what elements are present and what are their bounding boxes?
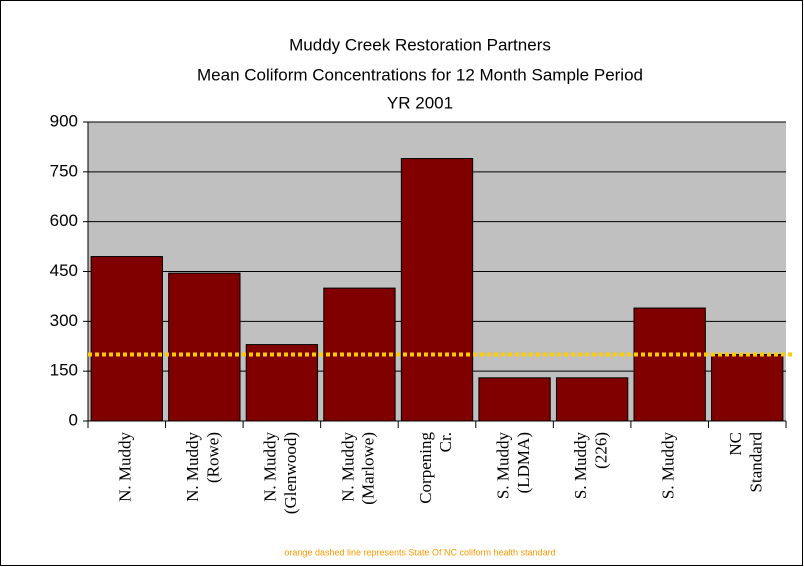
bar xyxy=(633,307,706,422)
bar xyxy=(478,377,551,422)
bar xyxy=(168,272,241,422)
x-tick-label: S. Muddy(LDMA) xyxy=(493,432,532,500)
footnote: orange dashed line represents State Of N… xyxy=(284,547,555,557)
chart-subtitle: YR 2001 xyxy=(387,93,453,112)
x-tick-label: N. Muddy(Rowe) xyxy=(183,432,222,502)
x-tick-label: N. Muddy(Glenwood) xyxy=(261,432,300,515)
y-tick-label: 150 xyxy=(50,361,78,380)
x-tick-label: S. Muddy(226) xyxy=(571,432,610,500)
bar xyxy=(400,158,474,422)
y-tick-label: 300 xyxy=(50,311,78,330)
bar xyxy=(711,354,784,422)
x-tick-label: S. Muddy xyxy=(659,432,678,500)
y-tick-label: 450 xyxy=(50,261,78,280)
x-tick-label: NCStandard xyxy=(726,432,765,493)
bar xyxy=(90,256,163,422)
bar xyxy=(245,344,319,422)
x-tick-label: CorpeningCr. xyxy=(416,432,455,504)
bar xyxy=(555,377,629,422)
y-tick-label: 900 xyxy=(50,111,78,130)
x-tick-label: N. Muddy xyxy=(116,432,135,502)
y-tick-label: 750 xyxy=(50,161,78,180)
y-tick-label: 600 xyxy=(50,211,78,230)
chart-title: Muddy Creek Restoration Partners xyxy=(289,35,551,54)
y-tick-label: 0 xyxy=(69,410,78,429)
chart-subtitle: Mean Coliform Concentrations for 12 Mont… xyxy=(197,65,643,84)
x-tick-label: N. Muddy(Marlowe) xyxy=(338,432,377,505)
